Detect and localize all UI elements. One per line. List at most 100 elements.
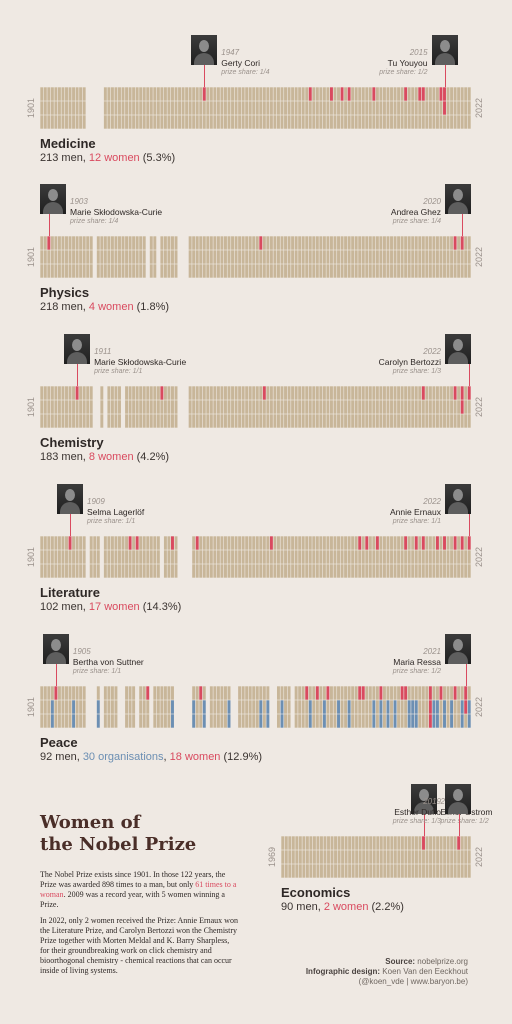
chemistry-cell-2012-men [432, 414, 436, 428]
literature-cell-1952-men [220, 536, 224, 550]
peace-cell-2012-men [432, 686, 436, 700]
literature-cell-1996-men [375, 564, 379, 578]
chemistry-cell-1934-men [156, 414, 160, 428]
literature-cell-2019-men [457, 536, 461, 550]
physics-cell-1955-men [231, 236, 235, 250]
peace-cell-1960-men [248, 686, 252, 700]
medicine-cell-1967-men [273, 101, 277, 115]
literature-cell-1947-men [202, 550, 206, 564]
chemistry-cell-1985-men [337, 414, 340, 428]
economics-cell-1972-men [291, 850, 295, 864]
chemistry-cell-1985-men [337, 386, 340, 400]
medicine-cell-1979-men [315, 101, 319, 115]
literature-cell-1995-men [372, 536, 376, 550]
economics-last-woman-portrait-head [453, 789, 463, 801]
medicine-cell-2011-men [428, 115, 432, 129]
physics-cell-1904-men [50, 250, 54, 264]
medicine-end-year: 2022 [474, 97, 485, 119]
chemistry-cell-1929-men [139, 386, 143, 400]
medicine-cell-1932-men [149, 87, 153, 101]
medicine-cell-1975-men [301, 101, 305, 115]
literature-cell-1990-men [354, 564, 358, 578]
chemistry-cell-1958-men [241, 414, 245, 428]
economics-cell-2022-men [467, 864, 471, 878]
medicine-cell-1943-men [188, 115, 192, 129]
physics-cell-1977-men [308, 236, 312, 250]
chemistry-first-woman-label: 1911 Marie Skłodowska-Curie prize share: 1… [94, 347, 186, 377]
medicine-cell-2002-men [397, 87, 401, 101]
peace-cell-1975-men [301, 686, 305, 700]
economics-end-year: 2022 [474, 846, 485, 868]
peace-cell-1985-men [337, 686, 340, 700]
physics-cell-1906-men [57, 250, 61, 264]
physics-cell-1960-men [248, 250, 252, 264]
physics-cell-1996-men [375, 236, 379, 250]
literature-last-woman-share: prize share: 1/1 [392, 518, 441, 525]
literature-cell-1993-men [365, 564, 369, 578]
literature-cell-1979-men [315, 536, 319, 550]
credits-handle: (@koen_vde | www.baryon.be) [358, 977, 468, 986]
physics-cell-1938-men [171, 264, 174, 278]
chemistry-cell-2019-men [457, 414, 461, 428]
medicine-cell-2022-men [467, 115, 471, 129]
medicine-cell-2015-women [443, 101, 446, 115]
physics-cell-1963-men [259, 250, 263, 264]
literature-last-woman-name: Annie Ernaux [389, 507, 441, 517]
literature-cell-1951-men [216, 550, 220, 564]
medicine-cell-2006-men [411, 87, 415, 101]
literature-first-woman-year: 1909 [87, 497, 105, 506]
medicine-last-woman-leader [444, 65, 446, 87]
intro-text-highlight: 61 times to a woman [40, 880, 237, 899]
literature-cell-1999-men [386, 536, 390, 550]
literature-cell-1933-men [153, 564, 157, 578]
economics-cell-2003-men [400, 836, 404, 850]
literature-cell-1967-men [273, 564, 277, 578]
chemistry-cell-1988-men [347, 386, 351, 400]
physics-cell-1943-men [188, 250, 192, 264]
physics-cell-1955-men [231, 264, 235, 278]
medicine-cell-1901-men [40, 101, 44, 115]
literature-cell-1906-men [57, 564, 61, 578]
literature-cell-1924-men [121, 550, 125, 564]
medicine-cell-1968-men [276, 101, 280, 115]
medicine-cell-1984-men [333, 87, 337, 101]
literature-cell-1974-men [298, 536, 302, 550]
chemistry-cell-1962-men [255, 400, 259, 414]
physics-cell-1996-men [375, 264, 379, 278]
peace-cell-1977-org [308, 700, 312, 714]
peace-cell-2003-women [400, 686, 404, 700]
medicine-cell-1975-men [301, 115, 305, 129]
peace-cell-1978-men [312, 686, 316, 700]
medicine-cell-1986-men [340, 101, 344, 115]
literature-cell-1912-men [79, 550, 83, 564]
peace-cell-1998-men [382, 686, 386, 700]
literature-cell-2018-men [453, 550, 457, 564]
literature-cell-1995-men [372, 550, 376, 564]
literature-cell-2014-men [439, 536, 443, 550]
medicine-cell-1936-men [163, 87, 167, 101]
physics-cell-1901-men [40, 250, 44, 264]
medicine-cell-1925-men [125, 101, 129, 115]
economics-last-woman-label: 2019 Esther Duflo prize share: 1/3 [393, 797, 441, 827]
medicine-cell-1978-men [312, 87, 316, 101]
literature-cell-1933-men [153, 536, 157, 550]
economics-cell-1991-men [358, 850, 362, 864]
medicine-cell-1933-men [153, 115, 157, 129]
physics-cell-1906-men [57, 264, 61, 278]
chemistry-cell-2000-men [390, 386, 393, 400]
chemistry-cell-1961-men [252, 386, 256, 400]
physics-cell-1975-men [301, 264, 305, 278]
peace-cell-1931-men [146, 714, 150, 728]
peace-cell-1921-men [110, 700, 114, 714]
physics-cell-1962-men [255, 236, 259, 250]
medicine-cell-1908-men [65, 87, 68, 101]
chemistry-cell-1922-men [114, 386, 118, 400]
medicine-cell-2001-men [393, 87, 397, 101]
page-title: Women of the Nobel Prize [40, 812, 196, 856]
medicine-cell-1958-men [241, 115, 245, 129]
literature-cell-2010-men [425, 550, 429, 564]
literature-cell-1905-men [54, 564, 58, 578]
medicine-cell-2021-men [464, 87, 468, 101]
literature-cell-1962-men [255, 550, 259, 564]
peace-cell-1925-men [125, 686, 129, 700]
